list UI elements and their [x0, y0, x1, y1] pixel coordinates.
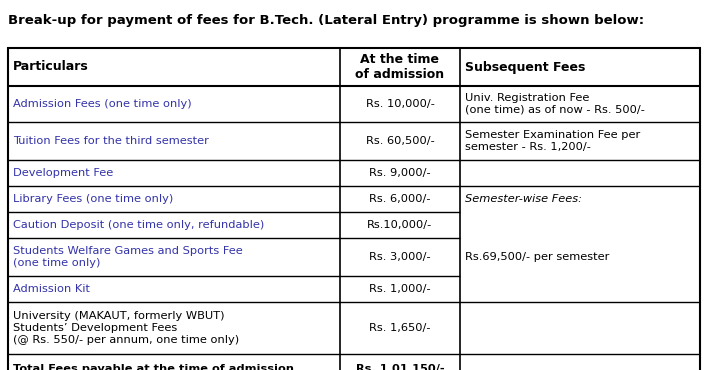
Text: Library Fees (one time only): Library Fees (one time only): [13, 194, 173, 204]
Text: At the time
of admission: At the time of admission: [356, 53, 445, 81]
Text: Rs. 6,000/-: Rs. 6,000/-: [369, 194, 431, 204]
Text: Rs. 1,01,150/-: Rs. 1,01,150/-: [356, 364, 444, 370]
Text: Semester Examination Fee per
semester - Rs. 1,200/-: Semester Examination Fee per semester - …: [465, 130, 640, 152]
Text: Univ. Registration Fee
(one time) as of now - Rs. 500/-: Univ. Registration Fee (one time) as of …: [465, 93, 645, 115]
Text: Rs. 9,000/-: Rs. 9,000/-: [369, 168, 431, 178]
Text: Caution Deposit (one time only, refundable): Caution Deposit (one time only, refundab…: [13, 220, 265, 230]
Text: Tuition Fees for the third semester: Tuition Fees for the third semester: [13, 136, 209, 146]
Text: Rs. 1,650/-: Rs. 1,650/-: [369, 323, 431, 333]
Text: University (MAKAUT, formerly WBUT)
Students’ Development Fees
(@ Rs. 550/- per a: University (MAKAUT, formerly WBUT) Stude…: [13, 311, 239, 345]
Text: Rs. 10,000/-: Rs. 10,000/-: [366, 99, 434, 109]
Text: Admission Fees (one time only): Admission Fees (one time only): [13, 99, 192, 109]
Text: Subsequent Fees: Subsequent Fees: [465, 61, 585, 74]
Text: Semester-wise Fees:: Semester-wise Fees:: [465, 194, 582, 204]
Text: Rs.10,000/-: Rs.10,000/-: [367, 220, 433, 230]
Text: Students Welfare Games and Sports Fee
(one time only): Students Welfare Games and Sports Fee (o…: [13, 246, 242, 268]
Text: Rs.69,500/- per semester: Rs.69,500/- per semester: [465, 252, 610, 262]
Text: Rs. 60,500/-: Rs. 60,500/-: [366, 136, 434, 146]
Text: Break-up for payment of fees for B.Tech. (Lateral Entry) programme is shown belo: Break-up for payment of fees for B.Tech.…: [8, 14, 644, 27]
Text: Admission Kit: Admission Kit: [13, 284, 90, 294]
Text: Rs. 1,000/-: Rs. 1,000/-: [369, 284, 431, 294]
Text: Rs. 3,000/-: Rs. 3,000/-: [369, 252, 431, 262]
Text: Particulars: Particulars: [13, 61, 88, 74]
Text: Development Fee: Development Fee: [13, 168, 113, 178]
Text: Total Fees payable at the time of admission: Total Fees payable at the time of admiss…: [13, 364, 294, 370]
